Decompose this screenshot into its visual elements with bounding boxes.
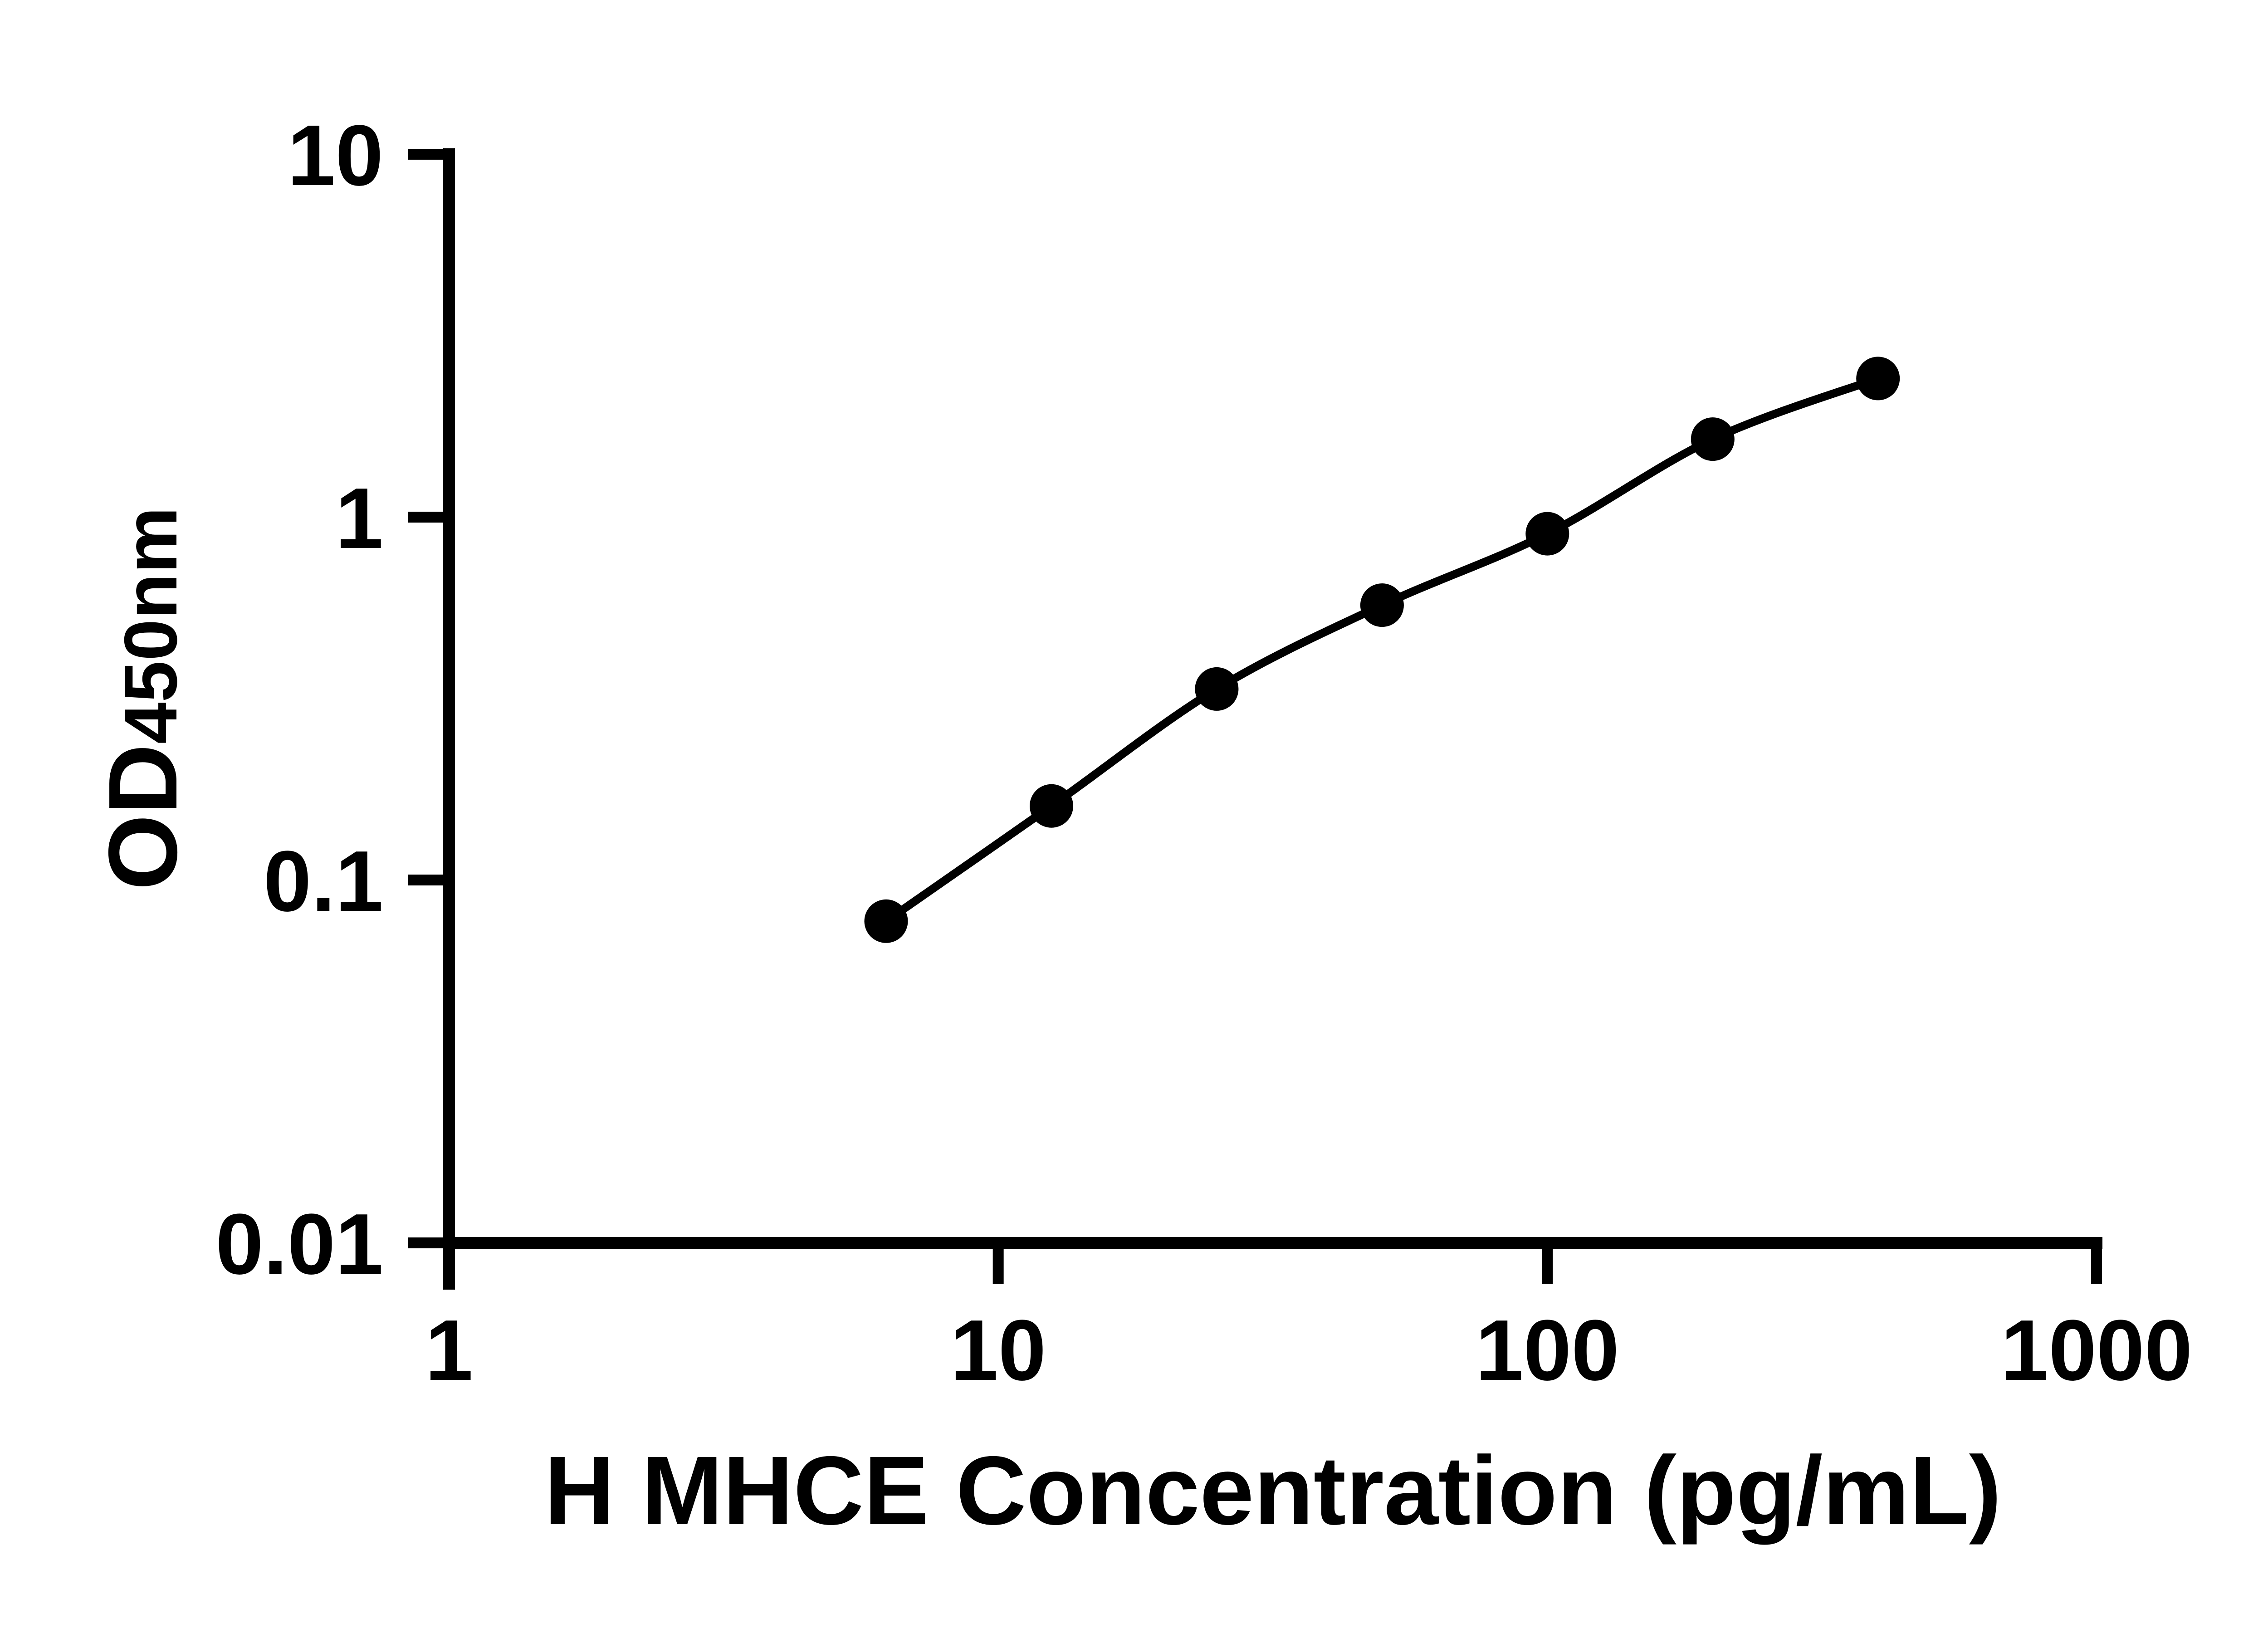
data-point-marker [1030, 784, 1073, 828]
data-point-marker [1856, 357, 1900, 401]
y-tick-label: 10 [288, 108, 383, 204]
x-tick-label: 10 [950, 1302, 1046, 1398]
data-points [864, 357, 1900, 943]
data-point-marker [1195, 667, 1239, 711]
y-tick-label: 1 [335, 470, 383, 567]
axis-tick-labels: 0.01 0.1 1 10 1 10 100 1000 [215, 108, 2192, 1398]
data-point-marker [1691, 417, 1735, 461]
axis-ticks [408, 149, 2102, 1284]
y-axis-title-main: OD [88, 744, 197, 890]
x-tick-label: 100 [1476, 1302, 1619, 1398]
y-tick-label: 0.01 [215, 1196, 383, 1292]
axes [443, 148, 2102, 1290]
y-axis-title: OD450nm [88, 507, 197, 890]
standard-curve-line [882, 374, 1882, 925]
y-axis-title-sub: 450nm [109, 507, 192, 744]
x-tick-label: 1 [425, 1302, 473, 1398]
x-tick-label: 1000 [2001, 1302, 2193, 1398]
y-tick-label: 0.1 [264, 833, 383, 929]
data-point-marker [1360, 583, 1404, 627]
data-point-marker [864, 899, 908, 943]
x-axis-title: H MHCE Concentration (pg/mL) [544, 1436, 2002, 1545]
data-point-marker [1525, 512, 1569, 556]
